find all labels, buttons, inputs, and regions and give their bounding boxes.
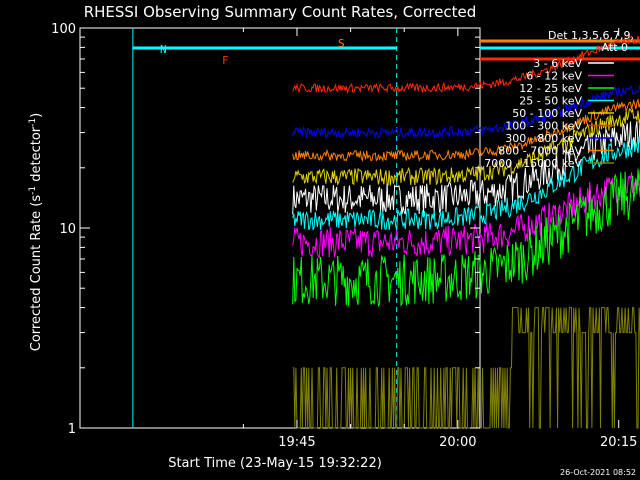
series-line-8 <box>292 307 640 429</box>
series-line-3 <box>292 135 640 231</box>
flag-annotation-F: F <box>222 54 229 67</box>
legend-label: 300 - 800 keV <box>505 132 582 145</box>
x-tick-label: 20:15 <box>600 435 637 450</box>
series-line-2 <box>292 168 640 308</box>
footer-timestamp: 26-Oct-2021 08:52 <box>560 468 636 477</box>
x-tick-label: 19:45 <box>278 435 315 450</box>
legend-label: 6 - 12 keV <box>526 70 582 83</box>
legend-label: 25 - 50 keV <box>519 95 582 108</box>
flag-layer: N F S <box>132 28 640 428</box>
x-tick-label: 20:00 <box>439 435 476 450</box>
series-line-4 <box>292 107 640 187</box>
y-tick-label: 10 <box>59 222 76 237</box>
chart-title: RHESSI Observing Summary Count Rates, Co… <box>84 3 477 21</box>
y-axis-label: Corrected Count Rate (s-1 detector-1) <box>28 113 44 351</box>
legend-label: 12 - 25 keV <box>519 82 582 95</box>
legend-label: 50 - 100 keV <box>512 107 582 120</box>
legend-label: 800 - 7000 keV <box>498 145 582 158</box>
series-line-6 <box>292 83 640 139</box>
plot-frame <box>79 27 481 429</box>
legend-label: 100 - 300 keV <box>505 120 582 133</box>
legend-header-line-2: Att 0 <box>602 41 628 54</box>
y-tick-label: 1 <box>68 422 76 437</box>
flag-annotation-S: S <box>338 37 345 50</box>
x-axis-label: Start Time (23-May-15 19:32:22) <box>168 456 382 471</box>
legend-header-line-1: Det 1,3,5,6,7,9, <box>548 29 634 42</box>
series-layer <box>292 35 640 429</box>
series-line-7 <box>292 98 640 163</box>
series-line-1 <box>292 169 640 260</box>
legend-label: 7000 - 15000 keV <box>484 157 582 170</box>
y-tick-label: 100 <box>51 22 76 37</box>
flag-annotation-N: N <box>160 43 167 56</box>
series-line-0 <box>292 119 640 215</box>
series-line-5 <box>292 35 640 95</box>
legend-label: 3 - 6 keV <box>533 57 582 70</box>
